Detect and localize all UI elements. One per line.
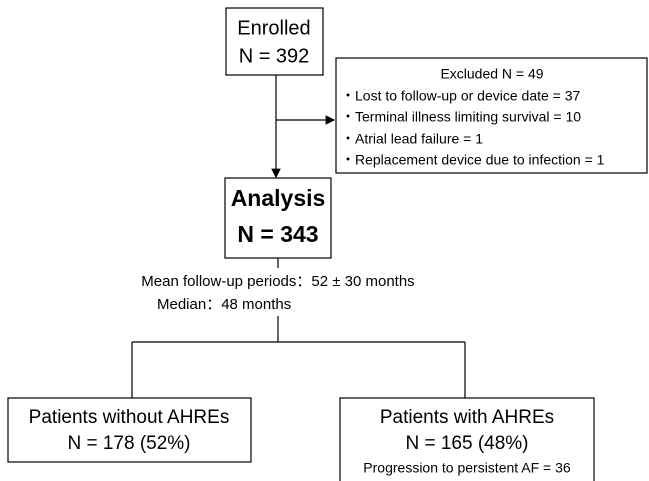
enrolled-count: N = 392 [239, 45, 310, 67]
excluded-item: ・Lost to follow-up or device date = 37 [341, 88, 581, 104]
excluded-item: ・Replacement device due to infection = 1 [341, 152, 605, 168]
analysis-count: N = 343 [237, 221, 318, 247]
excluded-item: ・Atrial lead failure = 1 [341, 131, 483, 147]
group-title: Patients without AHREs [29, 407, 230, 428]
analysis-box [224, 177, 332, 259]
enrolled-box [225, 7, 324, 76]
enrolled-title: Enrolled [237, 17, 310, 39]
group-count: N = 165 (48%) [405, 433, 528, 454]
group-note: Progression to persistent AF = 36 [363, 460, 571, 476]
group-count: N = 178 (52%) [67, 433, 190, 454]
follow-up-median: Median：48 months [157, 296, 291, 313]
group-box [7, 397, 252, 463]
follow-up-mean: Mean follow-up periods：52 ± 30 months [141, 273, 414, 290]
analysis-title: Analysis [231, 185, 326, 211]
excluded-title: Excluded N = 49 [440, 66, 543, 82]
excluded-box [335, 57, 648, 174]
group-box [339, 397, 595, 481]
excluded-item: ・Terminal illness limiting survival = 10 [341, 109, 581, 125]
group-title: Patients with AHREs [380, 407, 554, 428]
